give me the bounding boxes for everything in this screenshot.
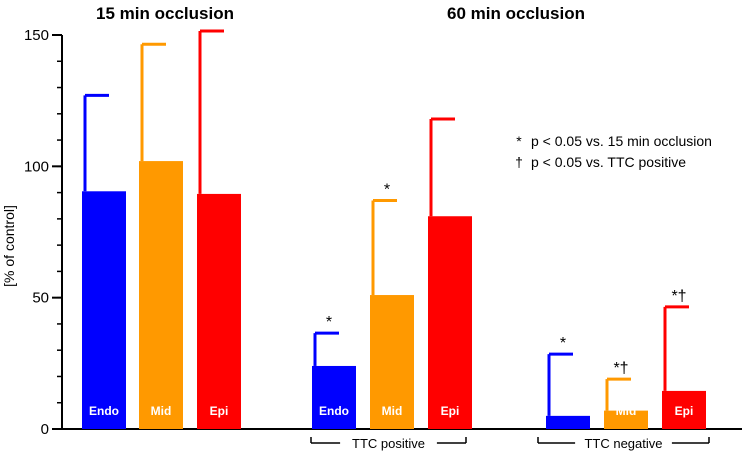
bar: [428, 216, 472, 429]
y-axis-label: [% of control]: [1, 205, 17, 287]
significance-mark: *†: [613, 360, 628, 377]
panel-title: 15 min occlusion: [96, 4, 234, 23]
legend-text: p < 0.05 vs. 15 min occlusion: [531, 133, 712, 149]
bar: [139, 161, 183, 429]
bar: [662, 390, 706, 429]
bar-label: Epi: [210, 404, 229, 418]
bar: [546, 415, 590, 429]
bar-label: Mid: [616, 404, 637, 418]
significance-mark: *†: [671, 288, 686, 305]
legend-symbol: *: [516, 133, 522, 149]
bar-label: Mid: [151, 404, 172, 418]
group-label: TTC positive: [352, 436, 425, 451]
bar: [82, 191, 126, 429]
legend-text: p < 0.05 vs. TTC positive: [531, 154, 686, 170]
significance-mark: *: [560, 335, 566, 352]
bar: [312, 365, 356, 429]
legend-symbol: †: [515, 154, 523, 170]
bar: [370, 295, 414, 429]
panel-titles: 15 min occlusion 60 min occlusion: [96, 4, 585, 23]
bars: Endo Mid Epi Endo*Mid*Epi Endo*Mid*†Epi*†: [82, 29, 706, 429]
significance-mark: *: [384, 181, 390, 198]
y-tick-label: 150: [24, 27, 49, 44]
y-tick-label: 50: [32, 290, 49, 307]
bar-label: Endo: [319, 404, 349, 418]
bar: [604, 410, 648, 429]
bar-label: Epi: [441, 404, 460, 418]
y-tick-label: 100: [24, 158, 49, 175]
bar-label: Epi: [675, 404, 694, 418]
legend: * p < 0.05 vs. 15 min occlusion † p < 0.05 …: [515, 133, 712, 170]
bar-label: Mid: [382, 404, 403, 418]
panel-title: 60 min occlusion: [447, 4, 585, 23]
y-tick-label: 0: [41, 421, 49, 438]
group-brackets: TTC positive TTC negative: [310, 436, 710, 451]
significance-mark: *: [326, 314, 332, 331]
bar-label: Endo: [89, 404, 119, 418]
group-label: TTC negative: [584, 436, 662, 451]
bar-label: Endo: [553, 404, 583, 418]
bar: [197, 193, 241, 429]
